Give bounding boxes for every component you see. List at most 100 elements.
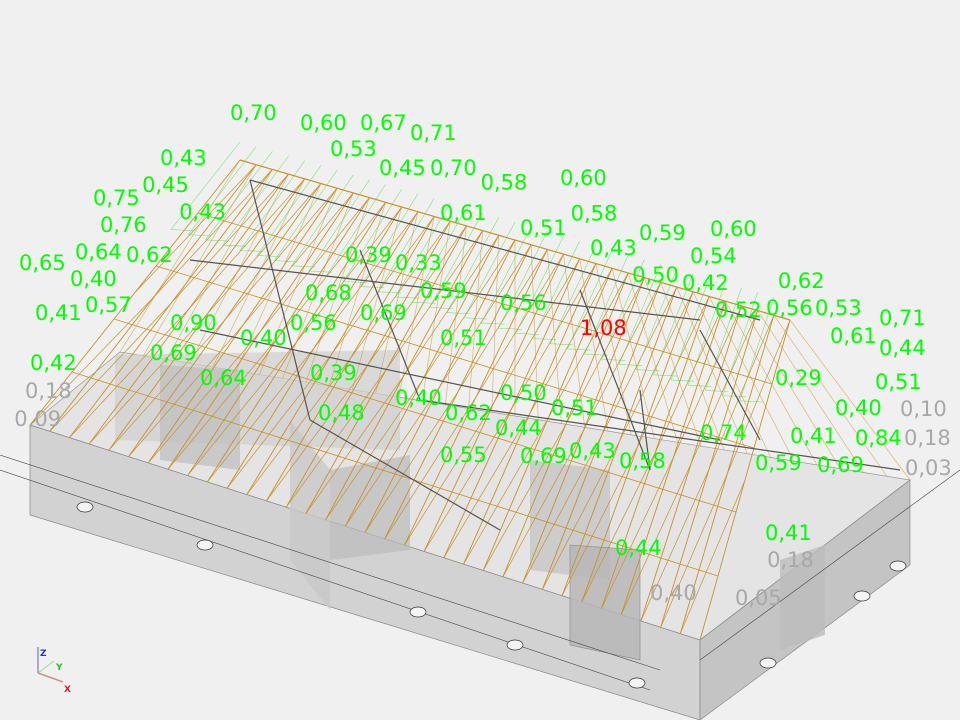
- diagonal-member: [260, 197, 370, 332]
- frame-member: [639, 389, 651, 471]
- rafter-member: [128, 183, 322, 457]
- frame-member: [249, 179, 311, 421]
- frame-member: [359, 249, 421, 401]
- diagonal-member: [423, 408, 513, 552]
- rafter-member: [708, 296, 795, 462]
- diagonal-member: [367, 225, 467, 365]
- diagonal-member: [522, 435, 602, 584]
- utilization-labels: 0,70 0,600,530,670,450,710,700,430,450,43…: [14, 101, 951, 610]
- diagonal-member: [547, 272, 629, 420]
- diagonal-member: [443, 413, 531, 558]
- rafter-member: [692, 291, 771, 458]
- utilization-label: 0,67: [360, 111, 407, 135]
- utilization-label: 0,43: [160, 146, 207, 170]
- utilization-label: 0,68: [305, 281, 352, 305]
- deformed-member: [497, 231, 548, 330]
- diagonal-member: [475, 253, 564, 398]
- diagonal-member: [403, 235, 500, 376]
- diagonal-member: [224, 188, 338, 321]
- diagonal-member: [690, 310, 758, 464]
- utilization-label: 0,56: [290, 311, 337, 335]
- diagonal-member: [128, 325, 243, 457]
- utilization-label: 0,53: [815, 296, 862, 320]
- diagonal-member: [529, 268, 613, 414]
- diagonal-member: [246, 358, 351, 495]
- utilization-label: 0,60: [710, 217, 757, 241]
- grid-axis-marker: [506, 639, 524, 651]
- utilization-label: 0,42: [682, 271, 729, 295]
- utilization-label: 0,62: [778, 269, 825, 293]
- rafter-member: [563, 254, 586, 428]
- utilization-label: 0,51: [520, 216, 567, 240]
- rafter-member: [581, 291, 694, 603]
- purlin-member: [197, 212, 773, 385]
- deformed-member: [670, 278, 710, 382]
- diagonal-member: [637, 296, 710, 448]
- utilization-label: 0,41: [35, 301, 82, 325]
- deformed-member: [239, 160, 305, 252]
- diagonal-member: [278, 202, 386, 337]
- diagonal-member: [49, 303, 172, 432]
- diagonal-member: [482, 424, 566, 571]
- utilization-label: 0,62: [445, 401, 492, 425]
- diagonal-member: [187, 341, 297, 476]
- utilization-label: 0,74: [700, 421, 747, 445]
- rafter-member: [789, 319, 911, 481]
- deformed-shape: [170, 141, 775, 403]
- utilization-label: 0,50: [632, 263, 679, 287]
- rafter-member: [235, 183, 322, 371]
- utilization-label: 0,44: [879, 336, 926, 360]
- utilization-label: 0,40: [650, 581, 697, 605]
- utilization-label: 0,43: [569, 439, 616, 463]
- utilization-label: 0,59: [639, 221, 686, 245]
- inner-wall: [330, 455, 410, 560]
- frame-member: [309, 419, 501, 531]
- purlin-member: [71, 371, 719, 577]
- building-walls: [29, 350, 911, 720]
- utilization-label: 0,59: [755, 451, 802, 475]
- diagonal-member: [502, 430, 584, 577]
- steel-frame-members: [189, 179, 901, 531]
- utilization-label: 0,33: [395, 251, 442, 275]
- utilization-label: 0,44: [495, 416, 542, 440]
- dimension-line: [0, 469, 651, 691]
- rafter-member: [375, 211, 419, 394]
- utilization-label: 0,45: [379, 156, 426, 180]
- inner-wall: [290, 420, 330, 610]
- diagonal-member: [305, 375, 405, 514]
- utilization-label: 0,60: [560, 166, 607, 190]
- diagonal-member: [88, 314, 208, 445]
- diagonal-member: [457, 249, 548, 392]
- diagonal-member: [640, 468, 710, 622]
- utilization-label: 0,39: [310, 361, 357, 385]
- utilization-label: 0,41: [790, 424, 837, 448]
- utilization-label: 0,05: [735, 586, 782, 610]
- ridge-member: [239, 159, 791, 321]
- utilization-label: 0,55: [440, 443, 487, 467]
- roof-truss-members: [29, 159, 911, 641]
- utilization-label: 0,54: [690, 244, 737, 268]
- deformed-member: [635, 268, 678, 372]
- diagonal-member: [29, 297, 154, 426]
- diagonal-member: [679, 479, 746, 634]
- diagonal-member: [188, 178, 305, 310]
- utilization-label: 0,58: [571, 202, 618, 226]
- utilization-label: 0,75: [93, 186, 140, 210]
- rafter-member: [463, 263, 597, 565]
- diagonal-member: [660, 474, 728, 628]
- utilization-label: 0,18: [767, 548, 814, 572]
- diagonal-member: [207, 347, 315, 483]
- x-axis-label: X: [64, 685, 71, 695]
- diagonal-member: [726, 319, 791, 475]
- z-axis-label: Z: [40, 649, 47, 659]
- diagonal-member: [620, 463, 692, 615]
- utilization-label: 0,40: [70, 267, 117, 291]
- deformed-member: [618, 264, 661, 366]
- x-axis-line: [37, 672, 64, 683]
- rafter-member: [325, 230, 484, 521]
- utilization-label: 0,69: [817, 453, 864, 477]
- diagonal-member: [226, 352, 333, 489]
- deformed-member: [480, 226, 532, 325]
- diagonal-member: [708, 315, 775, 470]
